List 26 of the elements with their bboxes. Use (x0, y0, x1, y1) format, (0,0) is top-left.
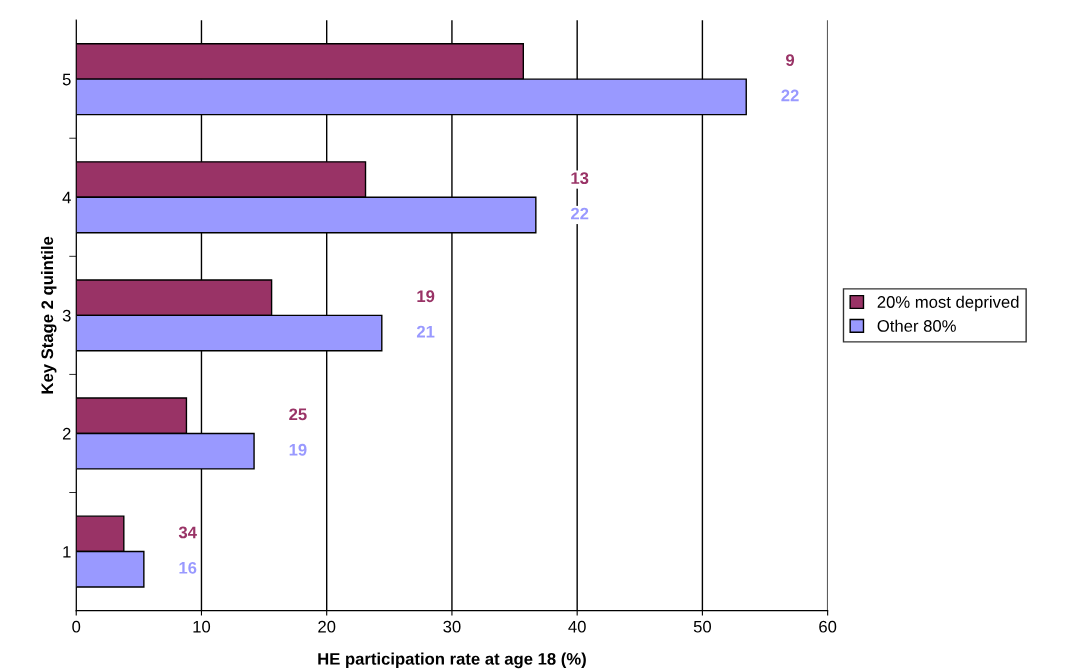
annotation: 19 (289, 443, 307, 456)
x-tick-label: 60 (819, 620, 837, 633)
x-tick-label: 50 (693, 620, 712, 633)
annotation: 34 (178, 526, 197, 539)
y-tick-label: 2 (62, 427, 71, 440)
annotation: 13 (571, 172, 589, 185)
x-tick-label: 0 (72, 620, 81, 633)
y-tick-label: 4 (62, 191, 71, 204)
x-tick-label: 20 (318, 620, 336, 633)
y-tick-label: 1 (63, 546, 71, 558)
x-tick-label: 30 (443, 620, 461, 633)
x-tick-label: 40 (568, 620, 586, 633)
x-tick-label: 10 (193, 620, 211, 633)
legend-label: Other 80% (877, 319, 956, 332)
annotation: 25 (289, 408, 307, 421)
annotation: 22 (781, 89, 799, 102)
annotation: 16 (179, 561, 197, 574)
annotation: 21 (416, 325, 435, 338)
legend-label: 20% most deprived (877, 295, 1019, 312)
annotation: 9 (786, 54, 795, 66)
y-tick-label: 3 (62, 309, 71, 322)
x-axis-title: HE participation rate at age 18 (%) (318, 652, 586, 669)
annotation: 22 (570, 207, 589, 220)
y-axis-title: Key Stage 2 quintile (40, 236, 57, 394)
y-tick-label: 5 (62, 73, 71, 86)
annotation: 19 (417, 290, 435, 303)
